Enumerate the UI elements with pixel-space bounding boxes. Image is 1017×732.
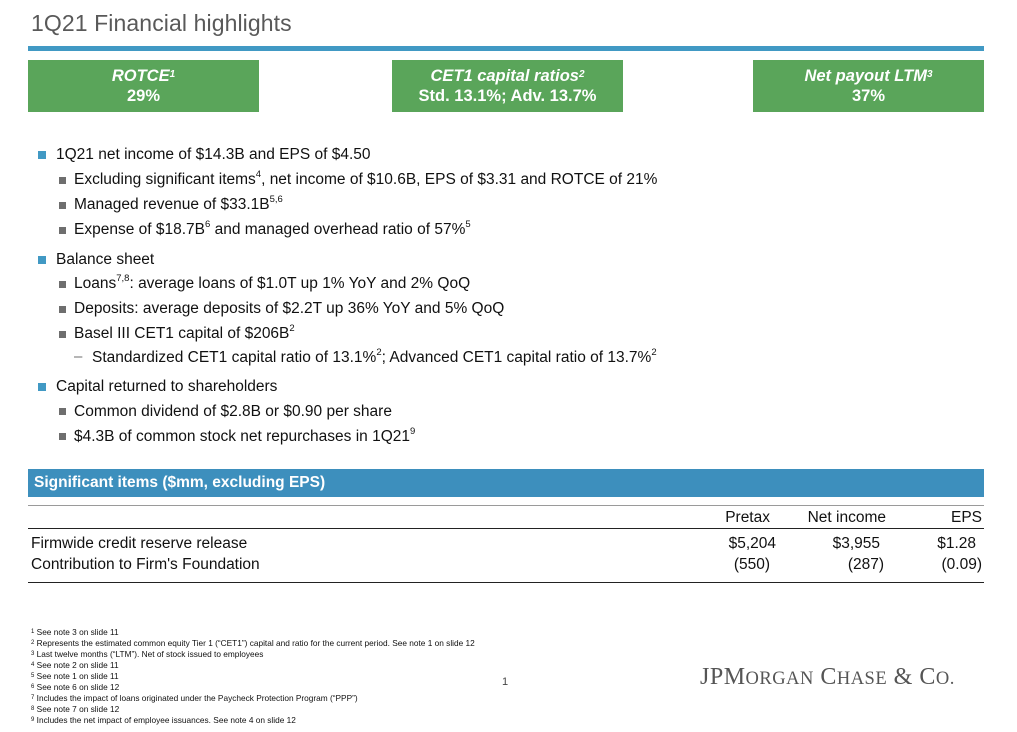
- kpi-label: Net payout LTM: [804, 66, 927, 85]
- footnote-ref: 5,6: [269, 194, 283, 205]
- footnote: 6 See note 6 on slide 12: [31, 682, 120, 692]
- footnote: 8 See note 7 on slide 12: [31, 704, 120, 714]
- title-rule: [28, 46, 984, 51]
- sub-bullet-marker: [59, 331, 66, 338]
- bullet-marker: [38, 151, 46, 159]
- sub-bullet-marker: [59, 177, 66, 184]
- footnote-ref: 4: [255, 169, 262, 180]
- footnote: 4 See note 2 on slide 11: [31, 660, 119, 670]
- table-title: Significant items ($mm, excluding EPS): [34, 474, 326, 491]
- footnote-ref: 2: [376, 347, 382, 358]
- bullet-marker: [38, 383, 46, 391]
- footnote: 7 Includes the impact of loans originate…: [31, 693, 358, 703]
- page-title: 1Q21 Financial highlights: [31, 10, 292, 36]
- sub-bullet-marker: [59, 227, 66, 234]
- sub-bullet-marker: [59, 433, 66, 440]
- kpi-label: CET1 capital ratios: [430, 66, 579, 85]
- row-label: Firmwide credit reserve release: [31, 535, 248, 552]
- footnote: 5 See note 1 on slide 11: [31, 671, 119, 681]
- sub-bullet-item: Excluding significant items4, net income…: [74, 169, 658, 188]
- page-number: 1: [502, 676, 509, 688]
- sub-bullet-marker: [59, 281, 66, 288]
- kpi-cet1: CET1 capital ratios2 Std. 13.1%; Adv. 13…: [392, 60, 623, 112]
- footnote-ref: 2: [651, 347, 657, 358]
- table-rule-top: [28, 505, 984, 506]
- dash-marker: –: [74, 348, 83, 365]
- bullet-item: 1Q21 net income of $14.3B and EPS of $4.…: [56, 146, 371, 163]
- kpi-value: Std. 13.1%; Adv. 13.7%: [418, 86, 597, 105]
- sub-bullet-marker: [59, 202, 66, 209]
- row-label: Contribution to Firm's Foundation: [31, 556, 260, 573]
- kpi-net-payout: Net payout LTM3 37%: [753, 60, 984, 112]
- bullet-marker: [38, 256, 46, 264]
- sub-bullet-marker: [59, 408, 66, 415]
- column-header-pretax: Pretax: [725, 509, 770, 526]
- kpi-value: 37%: [851, 86, 886, 105]
- sub-bullet-item: Managed revenue of $33.1B5,6: [74, 194, 283, 213]
- sub-bullet-item: Deposits: average deposits of $2.2T up 3…: [74, 300, 505, 317]
- table-rule-mid: [28, 528, 984, 529]
- column-header-eps: EPS: [950, 509, 982, 526]
- footnote-ref: 9: [410, 426, 416, 437]
- footnote-ref: 6: [205, 219, 211, 230]
- cell-net-income: (287): [847, 556, 884, 573]
- column-header-net-income: Net income: [807, 509, 886, 526]
- footnote-ref: 1: [169, 68, 176, 80]
- sub-bullet-item: $4.3B of common stock net repurchases in…: [74, 426, 416, 445]
- footnote: 3 Last twelve months (“LTM”). Net of sto…: [31, 649, 264, 659]
- sub-bullet-item: Expense of $18.7B6 and managed overhead …: [74, 219, 471, 238]
- footnote: 9 Includes the net impact of employee is…: [31, 715, 296, 725]
- footnote-ref: 3: [926, 68, 933, 80]
- sub-bullet-item: Common dividend of $2.8B or $0.90 per sh…: [74, 403, 392, 420]
- sub-bullet-item: Loans7,8: average loans of $1.0T up 1% Y…: [74, 273, 471, 292]
- cell-net-income: $3,955: [832, 535, 880, 552]
- footnote-ref: 2: [579, 68, 585, 80]
- cell-eps: (0.09): [941, 556, 983, 573]
- sub-bullet-marker: [59, 306, 66, 313]
- footnote: 1 See note 3 on slide 11: [31, 627, 119, 637]
- footnote-ref: 7,8: [116, 273, 130, 284]
- table-rule-bottom: [28, 582, 984, 583]
- cell-pretax: (550): [733, 556, 770, 573]
- bullet-item: Capital returned to shareholders: [56, 378, 278, 395]
- footnote-ref: 2: [289, 323, 295, 334]
- significant-items-header: Significant items ($mm, excluding EPS): [28, 469, 984, 497]
- sub-bullet-item: Basel III CET1 capital of $206B2: [74, 323, 295, 342]
- kpi-rotce: ROTCE1 29%: [28, 60, 259, 112]
- kpi-value: 29%: [126, 86, 161, 105]
- jpmorgan-chase-logo: JPMORGAN CHASE & CO.: [700, 664, 955, 690]
- sub-sub-bullet-item: Standardized CET1 capital ratio of 13.1%…: [92, 347, 657, 366]
- kpi-label: ROTCE: [111, 66, 170, 85]
- cell-eps: $1.28: [937, 535, 976, 552]
- bullet-item: Balance sheet: [56, 251, 155, 268]
- cell-pretax: $5,204: [728, 535, 776, 552]
- footnote: 2 Represents the estimated common equity…: [31, 638, 475, 648]
- footnote-ref: 5: [465, 219, 471, 230]
